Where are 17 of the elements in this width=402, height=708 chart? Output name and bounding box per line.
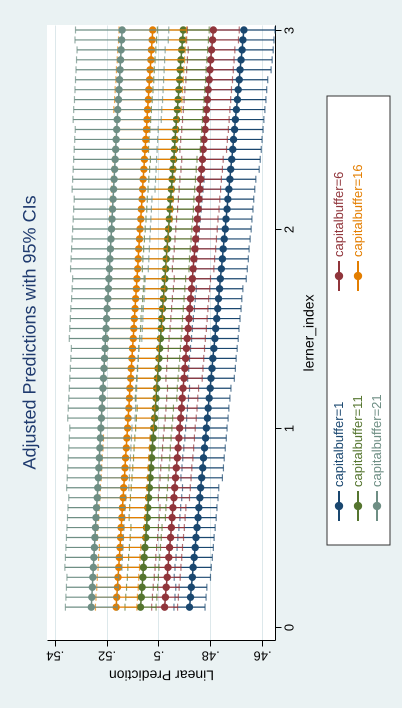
x-tick-label: .5: [153, 648, 164, 664]
y-axis-title: lerner_index: [300, 294, 316, 372]
x-tick-label: .52: [98, 648, 116, 664]
text: capitalbuffer=16: [350, 164, 365, 257]
y-tick-label: 2: [282, 226, 296, 234]
y-tick-label: 3: [282, 26, 296, 34]
text: Adjusted Predictions with 95% CIs: [20, 195, 40, 470]
text: capitalbuffer=11: [350, 395, 365, 487]
y-tick-label: 1: [282, 424, 296, 432]
x-tick-label: .46: [254, 648, 272, 664]
x-axis-title: Linear Prediction: [108, 668, 214, 684]
x-tick-label: .48: [202, 648, 220, 664]
text: capitalbuffer=1: [331, 402, 346, 487]
text: capitalbuffer=6: [331, 172, 346, 257]
x-tick-label: .54: [46, 648, 64, 664]
y-tick-label: 0: [282, 624, 296, 632]
text: capitalbuffer=21: [369, 394, 384, 487]
